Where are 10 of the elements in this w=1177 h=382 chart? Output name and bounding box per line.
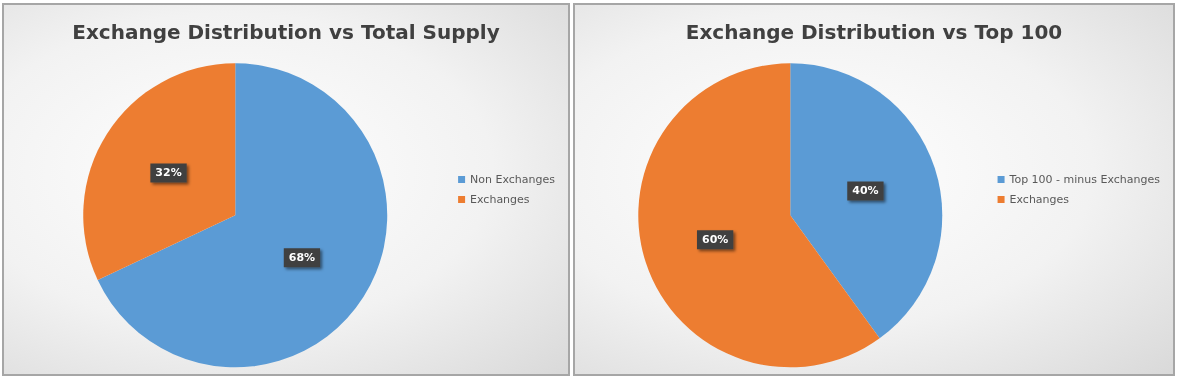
data-label: 40% [852, 184, 879, 198]
chart-title: Exchange Distribution vs Top 100 [685, 20, 1063, 44]
chart-title: Exchange Distribution vs Total Supply [72, 20, 500, 44]
data-label: 32% [155, 166, 182, 180]
legend-label: Top 100 - minus Exchanges [1008, 173, 1161, 186]
data-label: 60% [701, 233, 729, 247]
data-label: 68% [288, 251, 316, 265]
legend-label: Non Exchanges [470, 173, 556, 186]
legend-label: Exchanges [1009, 193, 1070, 206]
legend-label: Exchanges [470, 193, 530, 206]
